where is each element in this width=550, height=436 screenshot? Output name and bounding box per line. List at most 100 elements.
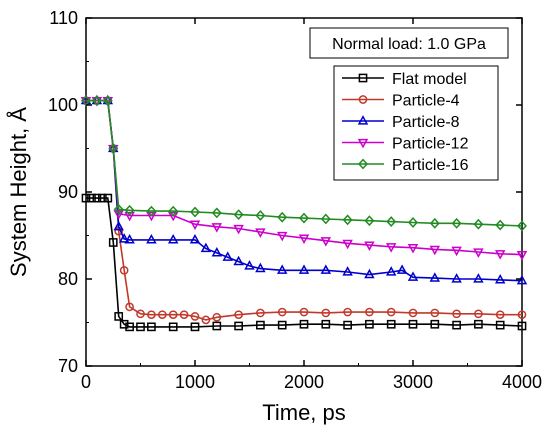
data-point bbox=[358, 73, 368, 83]
data-point bbox=[364, 241, 375, 251]
data-point bbox=[147, 322, 156, 332]
legend-item: Particle-12 bbox=[342, 136, 469, 153]
data-point bbox=[298, 264, 310, 274]
data-point bbox=[91, 95, 102, 107]
y-tick-label: 110 bbox=[49, 8, 78, 28]
data-point bbox=[124, 211, 135, 222]
data-point bbox=[255, 228, 266, 238]
annotation-text: Normal load: 1.0 GPa bbox=[332, 36, 486, 53]
data-point bbox=[189, 220, 201, 231]
data-point bbox=[256, 308, 265, 318]
data-point bbox=[495, 219, 506, 231]
data-point bbox=[103, 193, 113, 203]
data-point bbox=[343, 320, 352, 330]
data-point bbox=[357, 115, 369, 125]
data-point bbox=[233, 209, 244, 221]
data-point bbox=[212, 312, 222, 322]
x-tick-label: 4000 bbox=[502, 372, 542, 392]
data-point bbox=[113, 210, 124, 220]
data-point bbox=[190, 206, 200, 218]
data-point bbox=[517, 321, 527, 331]
data-point bbox=[474, 319, 483, 329]
data-point bbox=[276, 231, 288, 242]
data-point bbox=[167, 211, 179, 222]
data-point bbox=[81, 193, 91, 203]
data-point bbox=[146, 233, 157, 244]
y-tick-label: 100 bbox=[48, 95, 78, 115]
data-point bbox=[108, 143, 119, 154]
data-point bbox=[233, 255, 244, 266]
legend-item: Particle-16 bbox=[342, 157, 469, 174]
data-point bbox=[516, 251, 528, 261]
data-point bbox=[495, 310, 505, 320]
data-point bbox=[473, 218, 484, 230]
data-point bbox=[321, 308, 331, 318]
data-point bbox=[211, 247, 223, 257]
legend-label: Particle-4 bbox=[392, 93, 460, 110]
data-point bbox=[495, 320, 505, 330]
data-point bbox=[124, 233, 135, 244]
data-point bbox=[255, 262, 266, 273]
legend-label: Particle-16 bbox=[392, 157, 469, 174]
data-point bbox=[168, 322, 178, 332]
legend-label: Particle-8 bbox=[392, 114, 460, 131]
y-axis-title: System Height, Å bbox=[6, 107, 31, 277]
data-point bbox=[430, 308, 440, 318]
data-point bbox=[200, 242, 212, 253]
series-line bbox=[86, 197, 523, 328]
data-point bbox=[147, 310, 156, 320]
data-point bbox=[211, 207, 222, 219]
data-point bbox=[517, 220, 527, 232]
data-point bbox=[212, 321, 222, 331]
data-point bbox=[113, 203, 124, 215]
data-point bbox=[358, 158, 368, 170]
data-point bbox=[452, 320, 461, 330]
x-tick-label: 0 bbox=[81, 372, 91, 392]
series-layer bbox=[80, 94, 528, 332]
data-point bbox=[277, 307, 287, 317]
x-tick-label: 3000 bbox=[393, 372, 433, 392]
data-point bbox=[429, 272, 441, 282]
data-point bbox=[168, 310, 178, 320]
data-point bbox=[244, 260, 255, 270]
y-tick-label: 90 bbox=[58, 182, 78, 202]
data-point bbox=[167, 233, 179, 244]
data-point bbox=[385, 266, 397, 276]
data-point bbox=[396, 264, 408, 274]
data-point bbox=[211, 223, 223, 233]
annotation-box: Normal load: 1.0 GPa bbox=[309, 27, 509, 59]
data-point bbox=[320, 213, 331, 225]
series-line bbox=[86, 99, 522, 321]
data-point bbox=[494, 250, 506, 260]
data-point bbox=[516, 274, 528, 285]
data-point bbox=[451, 273, 462, 283]
data-point bbox=[407, 244, 419, 254]
data-point bbox=[256, 320, 265, 330]
data-point bbox=[168, 205, 179, 217]
data-point bbox=[87, 193, 96, 203]
data-point bbox=[364, 268, 375, 279]
data-point bbox=[299, 212, 309, 224]
data-point bbox=[92, 193, 102, 203]
data-point bbox=[146, 211, 157, 222]
data-point bbox=[299, 319, 309, 329]
data-point bbox=[298, 234, 310, 244]
data-point bbox=[190, 322, 200, 332]
x-tick-label: 1000 bbox=[175, 372, 215, 392]
data-point bbox=[189, 233, 201, 244]
data-point bbox=[408, 308, 418, 318]
data-point bbox=[320, 237, 332, 247]
data-point bbox=[408, 217, 418, 228]
data-point bbox=[321, 319, 331, 329]
legend: Flat model Particle-4 Particle-8 Particle-1… bbox=[333, 65, 499, 181]
data-point bbox=[473, 273, 484, 283]
data-point bbox=[222, 251, 233, 261]
data-point bbox=[234, 310, 243, 320]
data-point bbox=[190, 312, 200, 321]
data-point bbox=[119, 319, 129, 329]
data-point bbox=[342, 266, 353, 276]
data-point bbox=[494, 273, 506, 284]
data-point bbox=[357, 138, 369, 149]
data-point bbox=[124, 204, 135, 216]
